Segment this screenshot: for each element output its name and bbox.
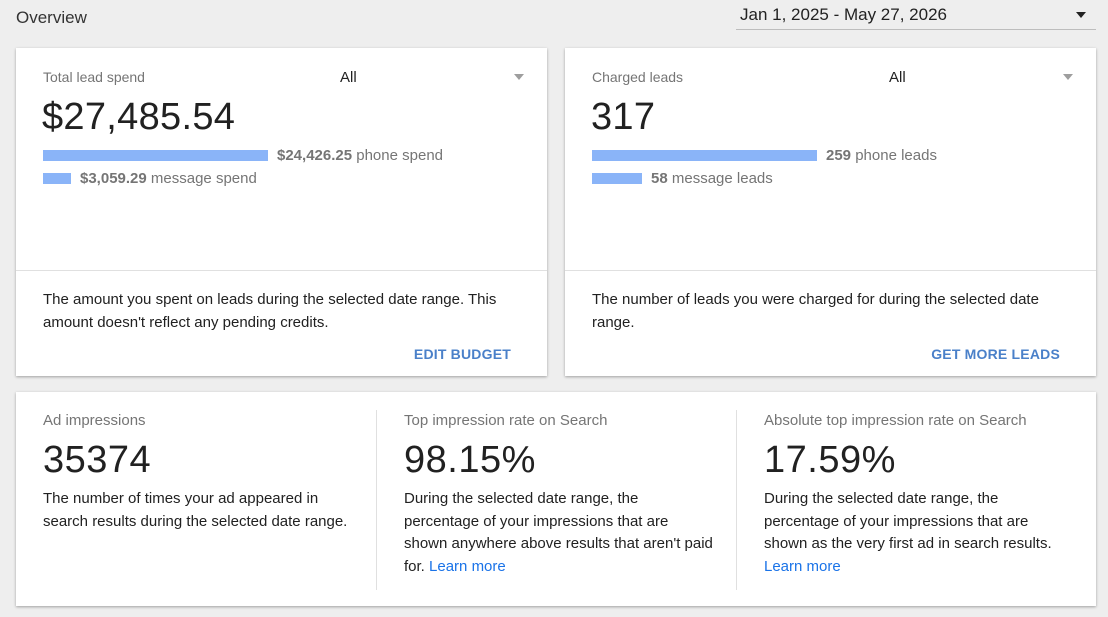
metric-value: $27,485.54 xyxy=(42,96,236,138)
metric-value: 17.59% xyxy=(764,439,896,481)
lead-type-filter[interactable]: All xyxy=(336,66,524,88)
learn-more-link[interactable]: Learn more xyxy=(764,557,841,575)
learn-more-link[interactable]: Learn more xyxy=(429,557,506,575)
dropdown-caret-icon xyxy=(1076,11,1086,18)
metric-label: Absolute top impression rate on Search xyxy=(764,412,1027,429)
metric-label: Charged leads xyxy=(592,69,684,85)
card-summary: Charged leads All 317 259 phone leads 58… xyxy=(565,48,1096,271)
absolute-top-impression-rate-metric: Absolute top impression rate on Search 1… xyxy=(736,410,1096,590)
metric-label: Ad impressions xyxy=(43,412,146,429)
bar-amount: $24,426.25 xyxy=(277,146,353,164)
edit-budget-button[interactable]: EDIT BUDGET xyxy=(413,346,511,362)
filter-value: All xyxy=(889,68,906,86)
message-spend-row: $3,059.29 message spend xyxy=(43,168,257,188)
date-range-label: Jan 1, 2025 - May 27, 2026 xyxy=(740,4,947,24)
dropdown-caret-icon xyxy=(1063,74,1073,80)
metric-value: 317 xyxy=(591,96,656,138)
metric-description: During the selected date range, the perc… xyxy=(404,490,713,575)
bar-suffix: message spend xyxy=(150,169,257,187)
message-leads-bar xyxy=(592,172,642,184)
card-summary: Total lead spend All $27,485.54 $24,426.… xyxy=(16,48,547,271)
message-spend-bar xyxy=(43,172,71,184)
bar-suffix: phone leads xyxy=(855,146,937,164)
phone-leads-row: 259 phone leads xyxy=(592,145,937,165)
bar-amount: 259 xyxy=(826,146,852,164)
metric-description: During the selected date range, the perc… xyxy=(764,490,1052,552)
phone-spend-row: $24,426.25 phone spend xyxy=(43,145,443,165)
phone-spend-bar xyxy=(43,149,268,161)
top-impression-rate-metric: Top impression rate on Search 98.15% Dur… xyxy=(376,410,736,590)
impressions-card: Ad impressions 35374 The number of times… xyxy=(16,392,1096,606)
bar-amount: $3,059.29 xyxy=(80,169,147,187)
dropdown-caret-icon xyxy=(514,74,524,80)
metric-label: Top impression rate on Search xyxy=(404,412,608,429)
bar-amount: 58 xyxy=(651,169,668,187)
card-description: The number of leads you were charged for… xyxy=(592,291,1039,331)
metric-description-block: During the selected date range, the perc… xyxy=(404,488,714,578)
total-lead-spend-card: Total lead spend All $27,485.54 $24,426.… xyxy=(16,48,547,376)
metric-value: 98.15% xyxy=(404,439,536,481)
metric-value: 35374 xyxy=(43,439,152,481)
metric-description-block: During the selected date range, the perc… xyxy=(764,488,1074,578)
lead-type-filter[interactable]: All xyxy=(885,66,1073,88)
page-title: Overview xyxy=(16,8,87,27)
message-leads-row: 58 message leads xyxy=(592,168,773,188)
phone-leads-bar xyxy=(592,149,817,161)
charged-leads-card: Charged leads All 317 259 phone leads 58… xyxy=(565,48,1096,376)
bar-suffix: message leads xyxy=(671,169,773,187)
bar-suffix: phone spend xyxy=(356,146,443,164)
date-range-selector[interactable]: Jan 1, 2025 - May 27, 2026 xyxy=(736,0,1096,30)
card-description: The amount you spent on leads during the… xyxy=(43,291,497,331)
metric-description: The number of times your ad appeared in … xyxy=(43,490,348,530)
get-more-leads-button[interactable]: GET MORE LEADS xyxy=(931,346,1060,362)
ad-impressions-metric: Ad impressions 35374 The number of times… xyxy=(16,392,376,606)
filter-value: All xyxy=(340,68,357,86)
metric-label: Total lead spend xyxy=(43,69,145,85)
